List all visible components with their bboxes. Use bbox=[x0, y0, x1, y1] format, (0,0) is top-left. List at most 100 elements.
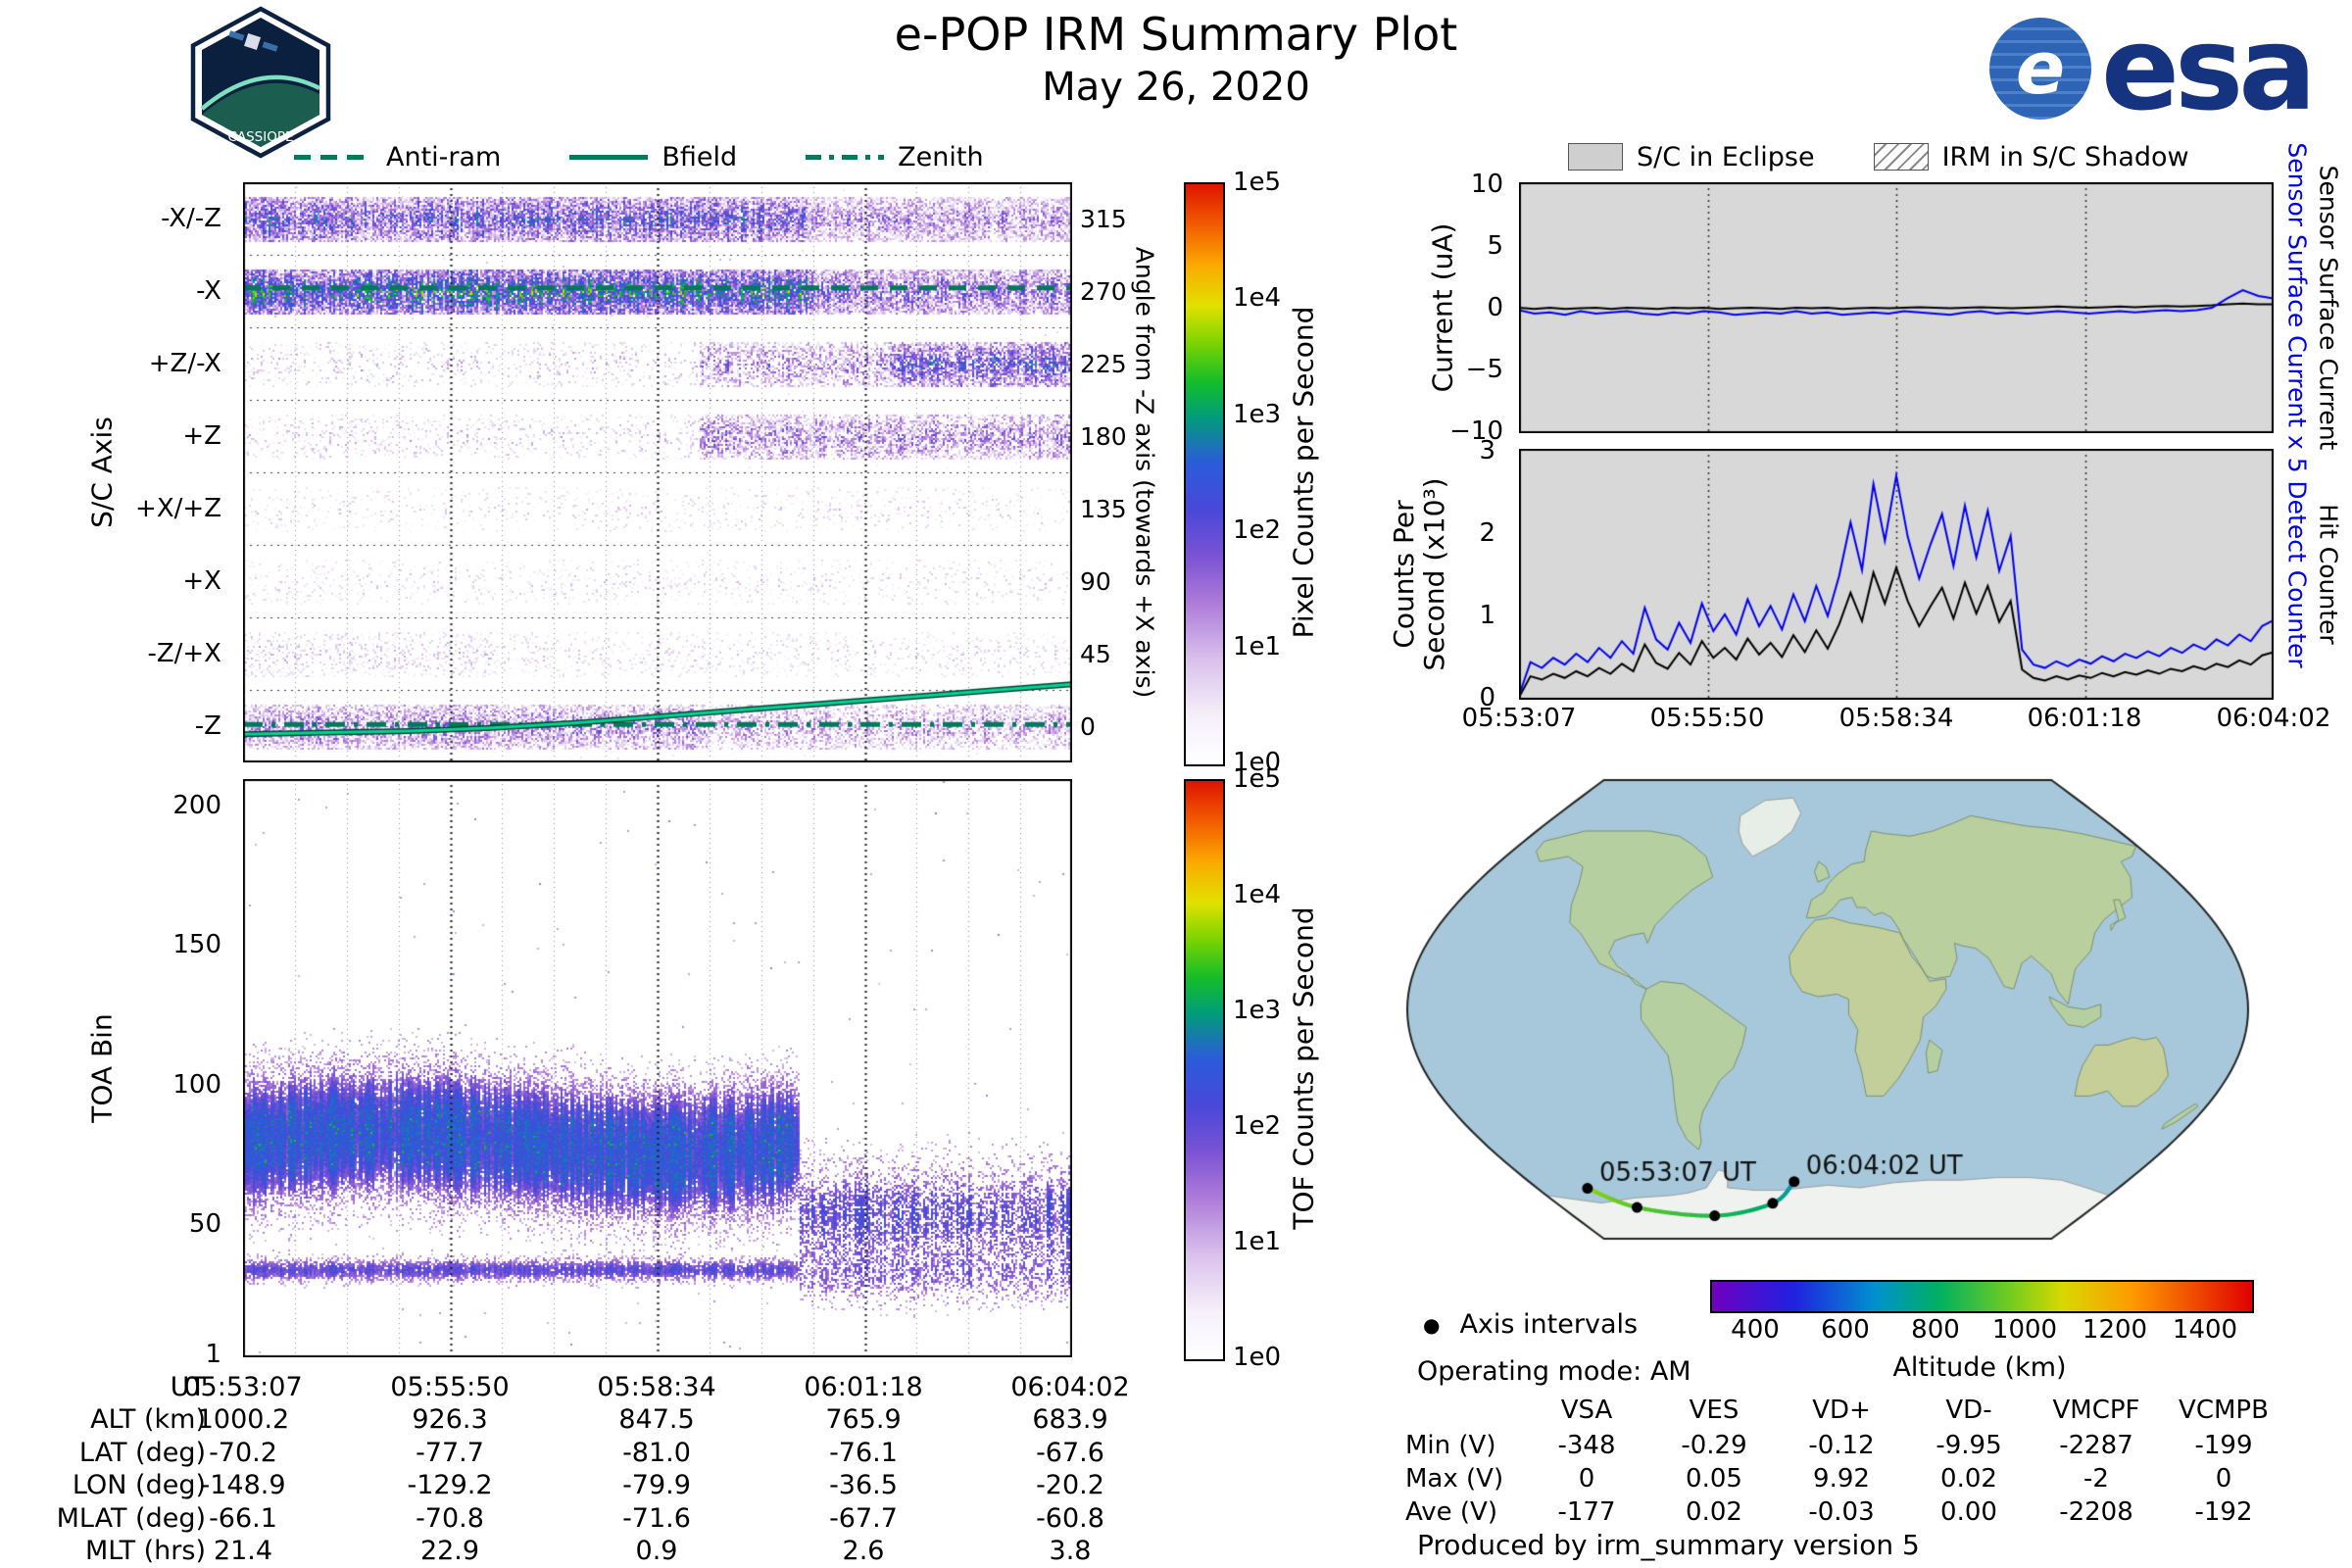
esa-logo: e esa bbox=[1989, 0, 2317, 136]
legend-label: S/C in Eclipse bbox=[1637, 141, 1815, 172]
axis-tick-label: 05:58:34 bbox=[1838, 704, 1954, 733]
counters-plot-canvas bbox=[1519, 449, 2274, 700]
colorbar-tick-label: 1e0 bbox=[1233, 1343, 1282, 1372]
axis-tick-label: 100 bbox=[172, 1070, 221, 1100]
row-label: Min (V) bbox=[1405, 1431, 1496, 1460]
table-cell: -67.7 bbox=[829, 1502, 898, 1534]
table-cell: 0.05 bbox=[1686, 1464, 1742, 1494]
row-label: MLAT (deg) bbox=[56, 1502, 206, 1534]
table-cell: -66.1 bbox=[209, 1502, 277, 1534]
colorbar-tick-label: 1400 bbox=[2172, 1315, 2238, 1345]
sensor-current-x5-label: Sensor Surface Current x 5 bbox=[2282, 142, 2312, 473]
dashed-line-icon bbox=[294, 154, 372, 160]
table-cell: -9.95 bbox=[1936, 1431, 2002, 1460]
table-cell: -177 bbox=[1557, 1497, 1616, 1527]
patch-label: CASSIOPE bbox=[227, 129, 293, 145]
patch-atmosphere-arc bbox=[200, 74, 321, 111]
colorbar-tick-label: 1000 bbox=[1991, 1315, 2058, 1345]
axis-tick-label: 45 bbox=[1080, 639, 1111, 668]
operating-mode-text: Operating mode: AM bbox=[1417, 1356, 1691, 1387]
table-cell: -36.5 bbox=[829, 1470, 898, 1501]
axis-intervals-legend: ● Axis intervals bbox=[1423, 1309, 1638, 1340]
table-row: Min (V) -348 -0.29 -0.12 -9.95 -2287 -19… bbox=[1405, 1429, 2287, 1462]
axis-tick-label: -Z/+X bbox=[147, 639, 221, 668]
axis-tick-label: 180 bbox=[1080, 421, 1127, 451]
column-header: VD- bbox=[1945, 1396, 1992, 1425]
legend-item-shadow: IRM in S/C Shadow bbox=[1873, 141, 2189, 172]
legend-item-bfield: Bfield bbox=[569, 142, 737, 172]
table-cell: -0.29 bbox=[1681, 1431, 1747, 1460]
table-row: MLAT (deg) -66.1 -70.8 -71.6 -67.7 -60.8 bbox=[0, 1503, 1225, 1536]
table-cell: 06:04:02 bbox=[1010, 1372, 1130, 1402]
axis-tick-label: 50 bbox=[188, 1209, 221, 1239]
row-label: LAT (deg) bbox=[78, 1437, 206, 1468]
table-cell: -0.12 bbox=[1808, 1431, 1875, 1460]
toa-spectrogram-canvas bbox=[243, 779, 1072, 1357]
table-cell: -76.1 bbox=[829, 1437, 898, 1468]
table-cell: 05:55:50 bbox=[390, 1372, 510, 1402]
table-cell: -199 bbox=[2194, 1431, 2253, 1460]
angle-tick-labels: 315 270 225 180 135 90 45 0 bbox=[1080, 182, 1162, 762]
table-cell: 06:01:18 bbox=[804, 1372, 923, 1402]
voltage-table: Min (V) -348 -0.29 -0.12 -9.95 -2287 -19… bbox=[1405, 1429, 2287, 1529]
axis-tick-label: 150 bbox=[172, 930, 221, 959]
legend-label: IRM in S/C Shadow bbox=[1941, 141, 2189, 172]
axis-tick-label: 3 bbox=[1479, 436, 1495, 466]
spectrogram-legend: Anti-ram Bfield Zenith bbox=[294, 139, 984, 174]
ephemeris-table: UT 05:53:07 05:55:50 05:58:34 06:01:18 0… bbox=[0, 1372, 1225, 1568]
current-ytick-labels: 10 5 0 −5 −10 bbox=[1419, 170, 1503, 446]
ground-track-map-canvas bbox=[1401, 774, 2254, 1245]
axis-tick-label: +Z bbox=[182, 421, 221, 451]
axis-tick-label: -X bbox=[196, 276, 221, 306]
colorbar-tick-label: 1e1 bbox=[1233, 632, 1282, 662]
colorbar-tick-label: 1e1 bbox=[1233, 1227, 1282, 1256]
esa-globe-icon: e bbox=[1989, 18, 2091, 120]
patch-earth-limb bbox=[202, 82, 319, 147]
table-cell: -148.9 bbox=[200, 1470, 286, 1501]
angle-axis-label: Angle from -Z axis (towards +X axis) bbox=[1130, 246, 1159, 699]
axis-tick-label: -Z bbox=[194, 711, 221, 741]
colorbar-tick-label: 1e5 bbox=[1233, 764, 1282, 794]
tof-counts-colorbar-label: TOF Counts per Second bbox=[1287, 906, 1320, 1230]
column-header bbox=[1405, 1396, 1523, 1425]
table-cell: 22.9 bbox=[419, 1535, 480, 1566]
table-cell: -2287 bbox=[2059, 1431, 2133, 1460]
axis-tick-label: 0 bbox=[1080, 711, 1096, 741]
table-cell: -129.2 bbox=[407, 1470, 493, 1501]
esa-globe-letter: e bbox=[2015, 26, 2066, 111]
esa-wordmark: esa bbox=[2101, 0, 2317, 136]
colorbar-tick-label: 1200 bbox=[2082, 1315, 2148, 1345]
legend-label: Anti-ram bbox=[386, 141, 502, 172]
pixel-counts-colorbar bbox=[1184, 182, 1225, 766]
table-cell: 847.5 bbox=[618, 1404, 695, 1436]
page-title: e-POP IRM Summary Plot bbox=[894, 8, 1458, 61]
detect-counter-label: Detect Counter bbox=[2282, 480, 2312, 668]
table-cell: -81.0 bbox=[622, 1437, 691, 1468]
altitude-colorbar-ticks: 400 600 800 1000 1200 1400 bbox=[1710, 1315, 2250, 1345]
axis-tick-label: 200 bbox=[172, 791, 221, 820]
axis-tick-label: 05:55:50 bbox=[1649, 704, 1765, 733]
table-cell: -77.7 bbox=[416, 1437, 484, 1468]
axis-tick-label: −5 bbox=[1465, 355, 1503, 384]
tof-counts-colorbar-ticks: 1e5 1e4 1e3 1e2 1e1 1e0 bbox=[1233, 764, 1311, 1372]
table-row: LON (deg) -148.9 -129.2 -79.9 -36.5 -20.… bbox=[0, 1470, 1225, 1502]
colorbar-tick-label: 1e0 bbox=[1233, 748, 1282, 777]
table-cell: -70.8 bbox=[416, 1502, 484, 1534]
hit-counter-label: Hit Counter bbox=[2314, 504, 2343, 645]
axis-tick-label: 135 bbox=[1080, 494, 1127, 523]
row-label: Max (V) bbox=[1405, 1464, 1504, 1494]
table-cell: 683.9 bbox=[1032, 1404, 1108, 1436]
table-cell: 0.00 bbox=[1940, 1497, 1997, 1527]
table-row: MLT (hrs) 21.4 22.9 0.9 2.6 3.8 bbox=[0, 1536, 1225, 1568]
table-cell: -0.03 bbox=[1808, 1497, 1875, 1527]
colorbar-tick-label: 400 bbox=[1731, 1315, 1780, 1345]
row-label: LON (deg) bbox=[72, 1470, 206, 1501]
toa-bin-ylabel: TOA Bin bbox=[85, 1013, 119, 1123]
patch-solar-panel-left bbox=[228, 30, 245, 41]
table-cell: -79.9 bbox=[622, 1470, 691, 1501]
table-cell: 3.8 bbox=[1049, 1535, 1092, 1566]
table-cell: 2.6 bbox=[842, 1535, 885, 1566]
legend-label: Axis intervals bbox=[1459, 1309, 1639, 1340]
table-cell: -20.2 bbox=[1036, 1470, 1104, 1501]
axis-tick-label: +Z/-X bbox=[148, 349, 221, 378]
